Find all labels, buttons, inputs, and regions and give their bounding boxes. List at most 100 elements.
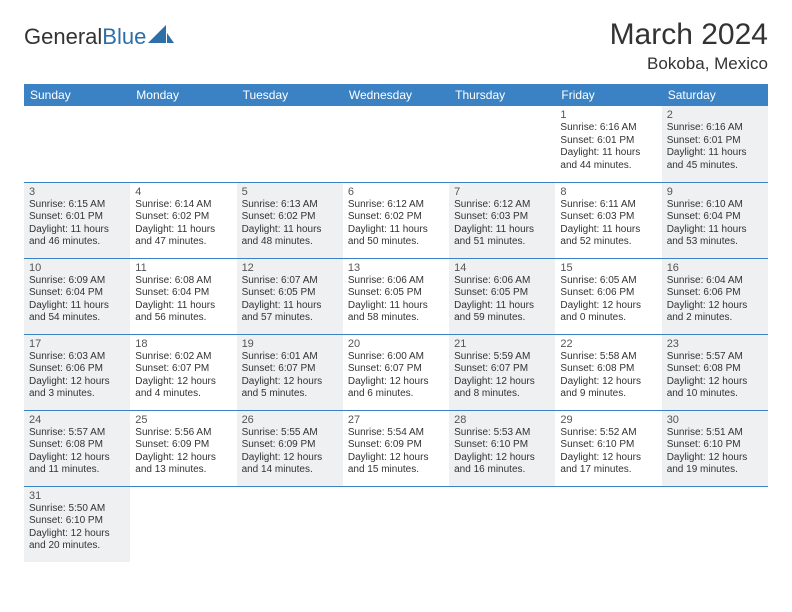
day-info-line: Sunrise: 6:07 AM	[242, 275, 338, 288]
day-info-line: Sunset: 6:03 PM	[454, 211, 550, 224]
calendar-table: SundayMondayTuesdayWednesdayThursdayFrid…	[24, 84, 768, 562]
weekday-header: Monday	[130, 84, 236, 106]
day-number: 20	[348, 338, 444, 350]
day-number: 9	[667, 186, 763, 198]
day-info-line: Sunset: 6:06 PM	[560, 287, 656, 300]
day-info-line: and 20 minutes.	[29, 540, 125, 553]
day-info-line: Daylight: 11 hours	[560, 224, 656, 237]
calendar-empty-cell	[343, 486, 449, 562]
day-number: 1	[560, 109, 656, 121]
day-info-line: and 52 minutes.	[560, 236, 656, 249]
day-info-line: Sunrise: 6:05 AM	[560, 275, 656, 288]
calendar-day-cell: 2Sunrise: 6:16 AMSunset: 6:01 PMDaylight…	[662, 106, 768, 182]
day-info-line: Sunrise: 6:16 AM	[667, 122, 763, 135]
day-info-line: Sunset: 6:04 PM	[135, 287, 231, 300]
day-info-line: and 45 minutes.	[667, 160, 763, 173]
day-info-line: Sunrise: 6:13 AM	[242, 199, 338, 212]
day-number: 27	[348, 414, 444, 426]
day-info-line: Sunrise: 6:10 AM	[667, 199, 763, 212]
day-info-line: Sunrise: 5:50 AM	[29, 503, 125, 516]
day-info-line: Sunrise: 5:51 AM	[667, 427, 763, 440]
day-info-line: Sunset: 6:08 PM	[29, 439, 125, 452]
day-info-line: Sunrise: 6:03 AM	[29, 351, 125, 364]
day-number: 23	[667, 338, 763, 350]
month-title: March 2024	[610, 18, 768, 52]
day-info-line: and 13 minutes.	[135, 464, 231, 477]
calendar-day-cell: 19Sunrise: 6:01 AMSunset: 6:07 PMDayligh…	[237, 334, 343, 410]
brand-part1: General	[24, 24, 102, 50]
day-info-line: Sunrise: 6:00 AM	[348, 351, 444, 364]
day-info: Sunrise: 6:12 AMSunset: 6:03 PMDaylight:…	[454, 199, 550, 249]
calendar-day-cell: 10Sunrise: 6:09 AMSunset: 6:04 PMDayligh…	[24, 258, 130, 334]
day-number: 4	[135, 186, 231, 198]
day-info-line: Daylight: 12 hours	[348, 452, 444, 465]
weekday-header: Sunday	[24, 84, 130, 106]
day-number: 3	[29, 186, 125, 198]
day-info-line: Sunrise: 6:08 AM	[135, 275, 231, 288]
day-info: Sunrise: 6:02 AMSunset: 6:07 PMDaylight:…	[135, 351, 231, 401]
day-info: Sunrise: 6:01 AMSunset: 6:07 PMDaylight:…	[242, 351, 338, 401]
day-info-line: and 58 minutes.	[348, 312, 444, 325]
day-info-line: and 4 minutes.	[135, 388, 231, 401]
day-info-line: Daylight: 11 hours	[454, 300, 550, 313]
day-info-line: and 11 minutes.	[29, 464, 125, 477]
day-info: Sunrise: 5:57 AMSunset: 6:08 PMDaylight:…	[29, 427, 125, 477]
location-label: Bokoba, Mexico	[610, 54, 768, 74]
calendar-day-cell: 21Sunrise: 5:59 AMSunset: 6:07 PMDayligh…	[449, 334, 555, 410]
day-info-line: Sunrise: 6:06 AM	[454, 275, 550, 288]
day-info-line: Daylight: 12 hours	[560, 452, 656, 465]
day-info-line: Sunset: 6:10 PM	[29, 515, 125, 528]
day-info: Sunrise: 5:51 AMSunset: 6:10 PMDaylight:…	[667, 427, 763, 477]
day-info-line: Daylight: 11 hours	[29, 300, 125, 313]
calendar-day-cell: 11Sunrise: 6:08 AMSunset: 6:04 PMDayligh…	[130, 258, 236, 334]
day-info-line: Sunset: 6:09 PM	[135, 439, 231, 452]
day-info-line: and 5 minutes.	[242, 388, 338, 401]
day-number: 17	[29, 338, 125, 350]
day-info-line: Daylight: 12 hours	[29, 452, 125, 465]
day-info-line: and 17 minutes.	[560, 464, 656, 477]
day-info-line: and 54 minutes.	[29, 312, 125, 325]
calendar-week-row: 24Sunrise: 5:57 AMSunset: 6:08 PMDayligh…	[24, 410, 768, 486]
day-info: Sunrise: 6:09 AMSunset: 6:04 PMDaylight:…	[29, 275, 125, 325]
day-number: 29	[560, 414, 656, 426]
day-number: 8	[560, 186, 656, 198]
day-info: Sunrise: 5:55 AMSunset: 6:09 PMDaylight:…	[242, 427, 338, 477]
calendar-week-row: 17Sunrise: 6:03 AMSunset: 6:06 PMDayligh…	[24, 334, 768, 410]
day-info-line: Daylight: 12 hours	[667, 300, 763, 313]
day-info-line: Sunset: 6:07 PM	[348, 363, 444, 376]
calendar-empty-cell	[237, 106, 343, 182]
calendar-day-cell: 17Sunrise: 6:03 AMSunset: 6:06 PMDayligh…	[24, 334, 130, 410]
day-info-line: Daylight: 11 hours	[135, 224, 231, 237]
day-number: 22	[560, 338, 656, 350]
calendar-day-cell: 27Sunrise: 5:54 AMSunset: 6:09 PMDayligh…	[343, 410, 449, 486]
calendar-day-cell: 3Sunrise: 6:15 AMSunset: 6:01 PMDaylight…	[24, 182, 130, 258]
day-info-line: Sunset: 6:05 PM	[242, 287, 338, 300]
day-number: 5	[242, 186, 338, 198]
day-info-line: and 8 minutes.	[454, 388, 550, 401]
day-info: Sunrise: 6:12 AMSunset: 6:02 PMDaylight:…	[348, 199, 444, 249]
day-info-line: Daylight: 12 hours	[242, 376, 338, 389]
day-info-line: Sunset: 6:02 PM	[348, 211, 444, 224]
day-info-line: and 56 minutes.	[135, 312, 231, 325]
day-info-line: Sunrise: 6:01 AM	[242, 351, 338, 364]
day-info-line: Daylight: 12 hours	[667, 376, 763, 389]
day-info-line: Sunrise: 6:04 AM	[667, 275, 763, 288]
day-info-line: Sunrise: 6:06 AM	[348, 275, 444, 288]
day-info-line: and 53 minutes.	[667, 236, 763, 249]
day-number: 13	[348, 262, 444, 274]
day-info-line: and 6 minutes.	[348, 388, 444, 401]
day-number: 11	[135, 262, 231, 274]
day-info: Sunrise: 6:07 AMSunset: 6:05 PMDaylight:…	[242, 275, 338, 325]
calendar-empty-cell	[449, 106, 555, 182]
day-number: 19	[242, 338, 338, 350]
day-number: 6	[348, 186, 444, 198]
day-info: Sunrise: 5:50 AMSunset: 6:10 PMDaylight:…	[29, 503, 125, 553]
title-block: March 2024 Bokoba, Mexico	[610, 18, 768, 74]
day-info: Sunrise: 5:57 AMSunset: 6:08 PMDaylight:…	[667, 351, 763, 401]
calendar-day-cell: 25Sunrise: 5:56 AMSunset: 6:09 PMDayligh…	[130, 410, 236, 486]
day-info-line: and 48 minutes.	[242, 236, 338, 249]
day-number: 31	[29, 490, 125, 502]
day-info: Sunrise: 6:04 AMSunset: 6:06 PMDaylight:…	[667, 275, 763, 325]
day-info-line: Daylight: 11 hours	[242, 300, 338, 313]
page-header: GeneralBlue March 2024 Bokoba, Mexico	[24, 18, 768, 74]
